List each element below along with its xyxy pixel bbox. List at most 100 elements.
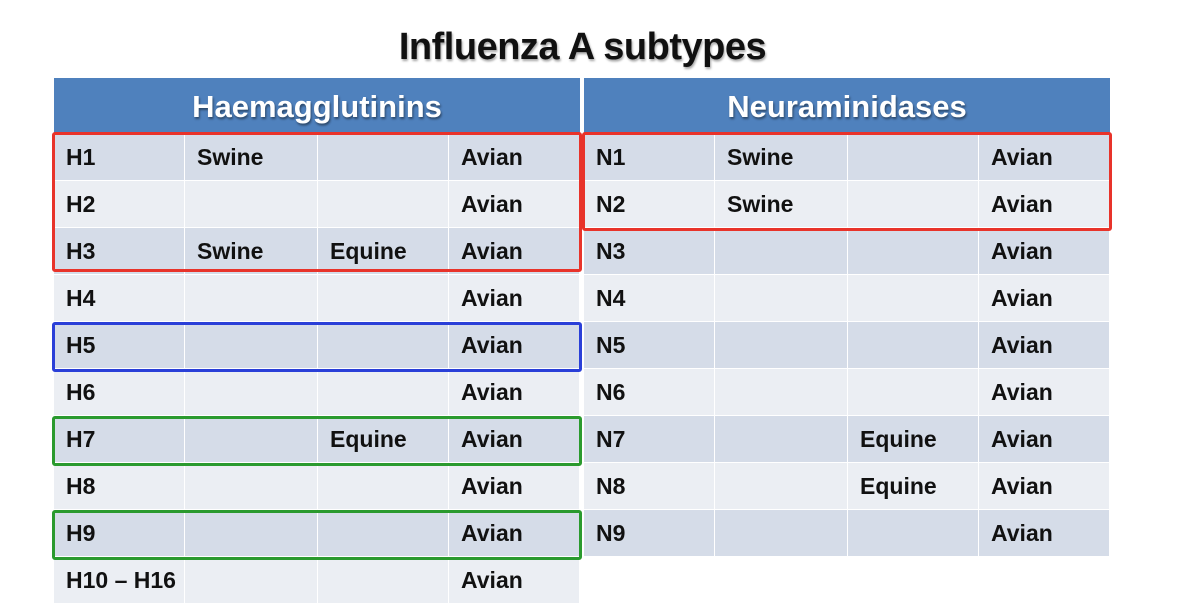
neuraminidase-cell (848, 322, 979, 369)
haemagglutinin-row: H10 – H16 Avian (54, 557, 580, 604)
neuraminidase-cell (715, 228, 848, 275)
neuraminidase-cell (848, 275, 979, 322)
neuraminidase-cell: N1 (584, 134, 715, 181)
neuraminidase-cell: N9 (584, 510, 715, 557)
haemagglutinin-cell (318, 275, 449, 322)
haemagglutinin-cell: Swine (185, 228, 318, 275)
neuraminidase-row: N6 Avian (584, 369, 1110, 416)
neuraminidase-cell: N6 (584, 369, 715, 416)
haemagglutinin-row: H6 Avian (54, 369, 580, 416)
haemagglutinin-cell (185, 557, 318, 604)
neuraminidase-row: N9 Avian (584, 510, 1110, 557)
haemagglutinin-cell: Swine (185, 134, 318, 181)
haemagglutinins-table: H1 Swine Avian H2 Avian H3 Swine Equine Avian H4 A… (54, 134, 580, 604)
haemagglutinin-cell (318, 181, 449, 228)
neuraminidase-cell: N5 (584, 322, 715, 369)
haemagglutinin-cell (185, 369, 318, 416)
neuraminidase-cell: N2 (584, 181, 715, 228)
neuraminidase-row: N1 Swine Avian (584, 134, 1110, 181)
haemagglutinin-cell: H4 (54, 275, 185, 322)
haemagglutinin-row: H9 Avian (54, 510, 580, 557)
neuraminidase-cell: Avian (979, 275, 1110, 322)
neuraminidase-cell (715, 322, 848, 369)
haemagglutinin-cell (185, 510, 318, 557)
neuraminidase-cell (715, 463, 848, 510)
neuraminidase-cell: Avian (979, 416, 1110, 463)
haemagglutinin-cell: Avian (449, 322, 580, 369)
neuraminidase-cell (848, 510, 979, 557)
neuraminidase-cell (848, 181, 979, 228)
haemagglutinin-cell: Avian (449, 369, 580, 416)
neuraminidase-row: N2 Swine Avian (584, 181, 1110, 228)
neuraminidase-row: N5 Avian (584, 322, 1110, 369)
haemagglutinin-cell: H5 (54, 322, 185, 369)
haemagglutinin-cell (318, 322, 449, 369)
haemagglutinin-cell: H8 (54, 463, 185, 510)
column-divider (580, 78, 584, 134)
page-title: Influenza A subtypes (398, 26, 767, 68)
neuraminidase-cell: Avian (979, 322, 1110, 369)
neuraminidase-cell: Equine (848, 416, 979, 463)
neuraminidases-table: N1 Swine Avian N2 Swine Avian N3 Avian N4 Avian N5… (584, 134, 1110, 557)
haemagglutinin-cell: Avian (449, 228, 580, 275)
neuraminidase-cell (848, 134, 979, 181)
haemagglutinin-cell (318, 557, 449, 604)
haemagglutinin-row: H1 Swine Avian (54, 134, 580, 181)
neuraminidase-row: N8 Equine Avian (584, 463, 1110, 510)
haemagglutinin-cell: Equine (318, 416, 449, 463)
haemagglutinin-cell (318, 510, 449, 557)
haemagglutinin-row: H5 Avian (54, 322, 580, 369)
neuraminidase-cell: Avian (979, 181, 1110, 228)
haemagglutinin-cell (185, 275, 318, 322)
neuraminidase-row: N4 Avian (584, 275, 1110, 322)
haemagglutinin-row: H7 Equine Avian (54, 416, 580, 463)
neuraminidase-cell (715, 275, 848, 322)
neuraminidase-cell (848, 228, 979, 275)
haemagglutinin-cell: H3 (54, 228, 185, 275)
haemagglutinin-cell: Avian (449, 134, 580, 181)
haemagglutinin-cell (318, 134, 449, 181)
neuraminidase-cell: Avian (979, 228, 1110, 275)
neuraminidase-cell: Swine (715, 134, 848, 181)
haemagglutinin-cell: Avian (449, 510, 580, 557)
haemagglutinin-cell: H2 (54, 181, 185, 228)
haemagglutinin-row: H2 Avian (54, 181, 580, 228)
haemagglutinin-cell (185, 181, 318, 228)
haemagglutinin-cell (318, 369, 449, 416)
haemagglutinin-cell (185, 463, 318, 510)
neuraminidase-cell: N3 (584, 228, 715, 275)
haemagglutinin-cell (185, 416, 318, 463)
haemagglutinins-header: Haemagglutinins (54, 78, 580, 134)
haemagglutinin-cell: H7 (54, 416, 185, 463)
haemagglutinin-cell: H1 (54, 134, 185, 181)
neuraminidases-header: Neuraminidases (584, 78, 1110, 134)
neuraminidase-cell: Avian (979, 369, 1110, 416)
haemagglutinin-cell: Equine (318, 228, 449, 275)
neuraminidase-cell: N4 (584, 275, 715, 322)
haemagglutinin-cell: H10 – H16 (54, 557, 185, 604)
haemagglutinin-cell (318, 463, 449, 510)
haemagglutinin-cell: Avian (449, 275, 580, 322)
haemagglutinin-cell (185, 322, 318, 369)
haemagglutinin-cell: Avian (449, 416, 580, 463)
haemagglutinin-row: H4 Avian (54, 275, 580, 322)
haemagglutinin-cell: H6 (54, 369, 185, 416)
neuraminidase-cell (715, 369, 848, 416)
haemagglutinin-cell: H9 (54, 510, 185, 557)
neuraminidase-cell: Swine (715, 181, 848, 228)
neuraminidase-row: N7 Equine Avian (584, 416, 1110, 463)
neuraminidase-cell: N8 (584, 463, 715, 510)
haemagglutinin-row: H3 Swine Equine Avian (54, 228, 580, 275)
neuraminidase-row: N3 Avian (584, 228, 1110, 275)
haemagglutinin-cell: Avian (449, 181, 580, 228)
neuraminidase-cell: Avian (979, 134, 1110, 181)
haemagglutinin-cell: Avian (449, 557, 580, 604)
haemagglutinin-cell: Avian (449, 463, 580, 510)
neuraminidase-cell (848, 369, 979, 416)
haemagglutinin-row: H8 Avian (54, 463, 580, 510)
neuraminidase-cell: Avian (979, 463, 1110, 510)
neuraminidase-cell (715, 510, 848, 557)
neuraminidase-cell: Equine (848, 463, 979, 510)
neuraminidase-cell: Avian (979, 510, 1110, 557)
neuraminidase-cell (715, 416, 848, 463)
